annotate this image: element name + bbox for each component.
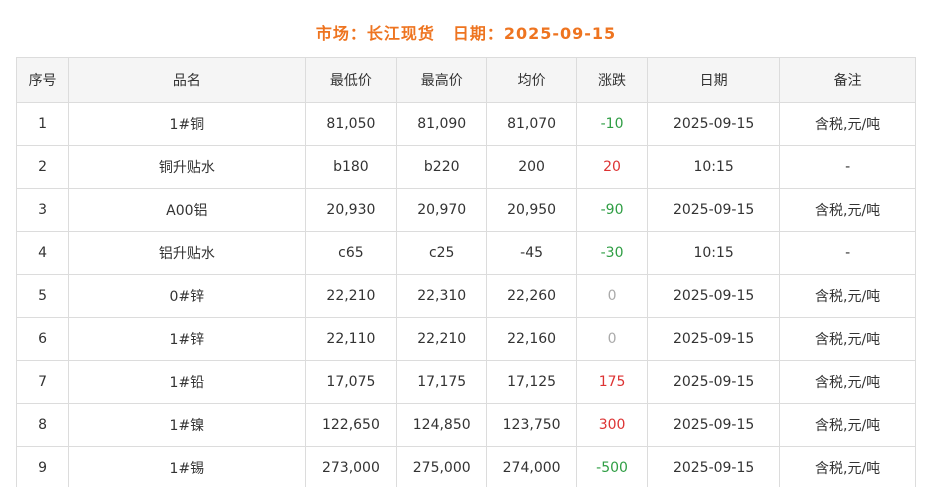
cell-low: 17,075 (304, 360, 398, 404)
cell-low: 20,930 (304, 188, 398, 232)
cell-seq: 4 (15, 231, 70, 275)
cell-change: 0 (576, 274, 649, 318)
col-header-date: 日期 (647, 57, 781, 103)
cell-name: 1#铜 (68, 102, 306, 146)
cell-note: 含税,元/吨 (779, 403, 916, 447)
table-row: 9 1#锡 273,000 275,000 274,000 -500 2025-09-15 含… (15, 446, 916, 487)
cell-change: -10 (576, 102, 649, 146)
cell-note: 含税,元/吨 (779, 188, 916, 232)
cell-avg: 17,125 (486, 360, 578, 404)
cell-date: 2025-09-15 (647, 317, 781, 361)
cell-date: 2025-09-15 (647, 188, 781, 232)
cell-low: 22,210 (304, 274, 398, 318)
page-title: 市场：长江现货 日期：2025-09-15 (16, 0, 916, 44)
cell-avg: 200 (486, 145, 578, 189)
cell-note: 含税,元/吨 (779, 446, 916, 487)
cell-name: A00铝 (68, 188, 306, 232)
cell-high: c25 (396, 231, 488, 275)
col-header-avg: 均价 (486, 57, 578, 103)
cell-low: 122,650 (304, 403, 398, 447)
cell-low: 273,000 (304, 446, 398, 487)
cell-date: 2025-09-15 (647, 446, 781, 487)
table-row: 8 1#镍 122,650 124,850 123,750 300 2025-09-15 含税… (15, 403, 916, 447)
cell-seq: 7 (15, 360, 70, 404)
price-table: 序号 品名 最低价 最高价 均价 涨跌 日期 备注 1 1#铜 81,050 81,0… (15, 57, 916, 487)
cell-low: b180 (304, 145, 398, 189)
cell-name: 1#锌 (68, 317, 306, 361)
cell-date: 10:15 (647, 145, 781, 189)
cell-high: 22,310 (396, 274, 488, 318)
cell-change: 20 (576, 145, 649, 189)
cell-note: 含税,元/吨 (779, 102, 916, 146)
cell-high: 81,090 (396, 102, 488, 146)
col-header-note: 备注 (779, 57, 916, 103)
table-row: 2 铜升贴水 b180 b220 200 20 10:15- (15, 145, 916, 189)
col-header-change: 涨跌 (576, 57, 649, 103)
col-header-low: 最低价 (304, 57, 398, 103)
cell-date: 2025-09-15 (647, 403, 781, 447)
cell-high: b220 (396, 145, 488, 189)
market-title: 市场：长江现货 (315, 24, 435, 43)
cell-name: 铜升贴水 (68, 145, 306, 189)
col-header-name: 品名 (68, 57, 306, 103)
cell-name: 1#镍 (68, 403, 306, 447)
cell-low: 22,110 (304, 317, 398, 361)
cell-date: 2025-09-15 (647, 102, 781, 146)
cell-high: 22,210 (396, 317, 488, 361)
cell-high: 17,175 (396, 360, 488, 404)
cell-seq: 9 (15, 446, 70, 487)
col-header-high: 最高价 (396, 57, 488, 103)
cell-low: 81,050 (304, 102, 398, 146)
cell-seq: 3 (15, 188, 70, 232)
cell-low: c65 (304, 231, 398, 275)
cell-avg: 274,000 (486, 446, 578, 487)
date-title: 日期：2025-09-15 (452, 24, 617, 43)
cell-change: 300 (576, 403, 649, 447)
cell-date: 10:15 (647, 231, 781, 275)
cell-avg: -45 (486, 231, 578, 275)
table-body: 1 1#铜 81,050 81,090 81,070 -10 2025-09-15 含税,元/… (15, 102, 916, 487)
table-row: 6 1#锌 22,110 22,210 22,160 0 2025-09-15 含税,元/吨 (15, 317, 916, 361)
cell-note: - (779, 145, 916, 189)
cell-avg: 22,260 (486, 274, 578, 318)
cell-note: 含税,元/吨 (779, 317, 916, 361)
cell-seq: 5 (15, 274, 70, 318)
cell-high: 124,850 (396, 403, 488, 447)
cell-change: 0 (576, 317, 649, 361)
cell-note: 含税,元/吨 (779, 274, 916, 318)
cell-avg: 20,950 (486, 188, 578, 232)
table-row: 5 0#锌 22,210 22,310 22,260 0 2025-09-15 含税,元/吨 (15, 274, 916, 318)
cell-seq: 6 (15, 317, 70, 361)
cell-name: 1#铅 (68, 360, 306, 404)
cell-avg: 81,070 (486, 102, 578, 146)
cell-name: 0#锌 (68, 274, 306, 318)
cell-high: 275,000 (396, 446, 488, 487)
cell-high: 20,970 (396, 188, 488, 232)
cell-note: - (779, 231, 916, 275)
table-row: 1 1#铜 81,050 81,090 81,070 -10 2025-09-15 含税,元/… (15, 102, 916, 146)
table-row: 3 A00铝 20,930 20,970 20,950 -90 2025-09-15 含税,元… (15, 188, 916, 232)
cell-seq: 8 (15, 403, 70, 447)
table-header-row: 序号 品名 最低价 最高价 均价 涨跌 日期 备注 (15, 57, 916, 103)
cell-seq: 2 (15, 145, 70, 189)
cell-name: 铝升贴水 (68, 231, 306, 275)
cell-change: -500 (576, 446, 649, 487)
cell-avg: 123,750 (486, 403, 578, 447)
table-row: 7 1#铅 17,075 17,175 17,125 175 2025-09-15 含税,元/… (15, 360, 916, 404)
cell-name: 1#锡 (68, 446, 306, 487)
cell-note: 含税,元/吨 (779, 360, 916, 404)
cell-date: 2025-09-15 (647, 274, 781, 318)
cell-change: 175 (576, 360, 649, 404)
col-header-seq: 序号 (15, 57, 70, 103)
cell-change: -90 (576, 188, 649, 232)
table-row: 4 铝升贴水 c65 c25 -45 -30 10:15- (15, 231, 916, 275)
cell-date: 2025-09-15 (647, 360, 781, 404)
cell-avg: 22,160 (486, 317, 578, 361)
cell-seq: 1 (15, 102, 70, 146)
cell-change: -30 (576, 231, 649, 275)
